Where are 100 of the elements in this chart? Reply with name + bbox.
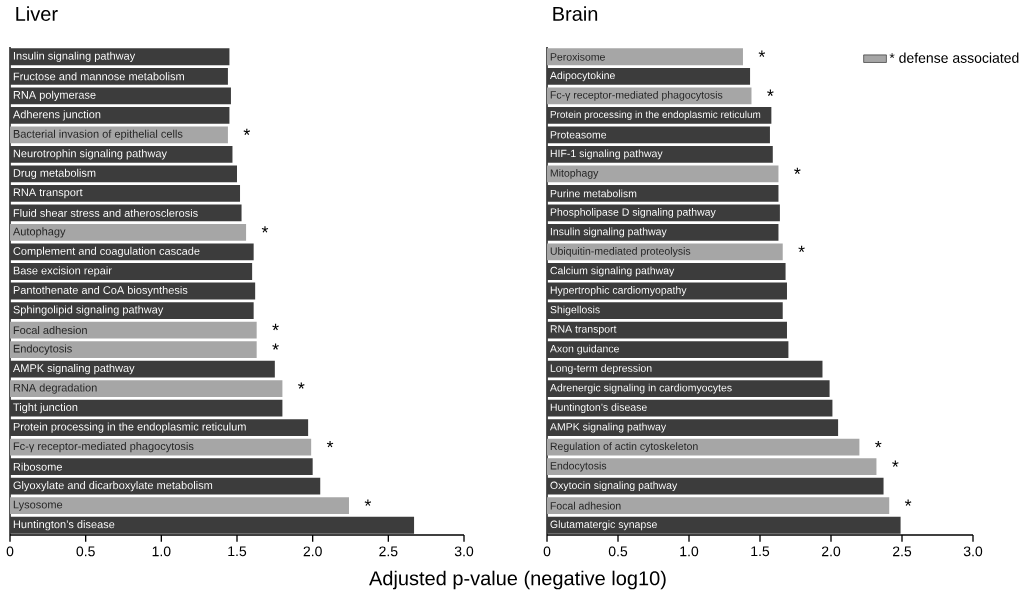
y-tick-label: Hypertrophic cardiomyopathy — [550, 286, 687, 296]
bar — [10, 380, 283, 397]
y-tick-label: Protein processing in the endoplasmic reticulum — [13, 422, 246, 433]
bar — [10, 438, 312, 456]
y-tick-label: Phospholipase D signaling pathway — [550, 208, 716, 218]
legend-label: * defense associated — [889, 52, 1019, 63]
y-tick-label: Neurotrophin signaling pathway — [13, 149, 167, 160]
chart-title: Liver — [16, 6, 58, 21]
y-tick-label: Lysosome — [13, 500, 63, 511]
y-tick-label: AMPK signaling pathway — [12, 363, 135, 375]
y-tick-label: Fc-γ receptor-mediated phagocytosis — [13, 442, 194, 453]
y-tick-label: Fructose and mannose metabolism — [13, 72, 184, 81]
data-label: * — [261, 226, 269, 233]
x-tick-label: 0.5 — [608, 546, 628, 557]
y-tick-label: Fluid shear stress and atherosclerosis — [13, 208, 198, 217]
y-tick-label: Focal adhesion — [13, 326, 87, 335]
x-tick-label: 3.0 — [963, 546, 983, 557]
chart-title: Brain — [553, 6, 598, 21]
bar — [547, 497, 890, 515]
data-label: * — [892, 460, 899, 467]
y-tick-label: RNA transport — [550, 325, 617, 335]
bar — [10, 126, 228, 144]
bar — [10, 399, 283, 417]
bar — [10, 321, 257, 339]
y-tick-label: Ubiquitin-mediated proteolysis — [550, 247, 691, 257]
data-label: * — [758, 50, 766, 57]
y-tick-label: Axon guidance — [549, 344, 619, 355]
y-tick-label: Shigellosis — [550, 305, 600, 316]
bar — [547, 458, 877, 476]
y-tick-label: Sphingolipid signaling pathway — [13, 305, 164, 316]
y-tick-label: Tight junction — [13, 403, 78, 414]
y-tick-label: AMPK signaling pathway — [549, 422, 667, 433]
data-label: * — [326, 440, 334, 448]
y-tick-label: Insulin signaling pathway — [13, 51, 136, 62]
y-tick-label: Drug metabolism — [13, 168, 96, 180]
x-tick-label: 0 — [543, 546, 551, 557]
bar — [10, 145, 233, 163]
x-tick-label: 0.5 — [76, 546, 95, 557]
bar — [547, 477, 884, 495]
bar — [547, 438, 860, 456]
y-tick-label: Purine metabolism — [550, 189, 637, 198]
y-tick-label: Protein processing in the endoplasmic reticulum — [550, 110, 761, 120]
data-label: * — [272, 323, 279, 331]
x-axis-title: Adjusted p-value (negative log10) — [369, 570, 666, 590]
x-tick-label: 1.0 — [680, 546, 699, 557]
y-tick-label: RNA transport — [13, 188, 83, 199]
y-tick-label: Adrenergic signaling in cardiomyocytes — [549, 383, 732, 394]
bar — [10, 516, 415, 534]
y-tick-label: RNA polymerase — [13, 90, 96, 101]
data-label: * — [272, 343, 279, 350]
bar — [10, 419, 309, 437]
bar — [547, 399, 833, 417]
y-tick-label: Long-term depression — [550, 364, 652, 374]
data-label: * — [298, 382, 305, 389]
x-tick-label: 2.0 — [821, 546, 841, 557]
y-tick-label: Endocytosis — [550, 461, 607, 472]
y-tick-label: Huntington’s disease — [13, 520, 115, 531]
x-tick-label: 1.0 — [152, 546, 171, 557]
bar — [10, 165, 237, 183]
bar — [547, 224, 779, 241]
bar — [547, 48, 743, 66]
data-label: * — [364, 499, 372, 506]
y-tick-label: Glutamatergic synapse — [550, 520, 657, 531]
bar — [547, 106, 772, 124]
y-tick-label: Pantothenate and CoA biosynthesis — [13, 285, 188, 297]
y-tick-label: Bacterial invasion of epithelial cells — [13, 129, 183, 140]
bar — [10, 263, 253, 280]
x-tick-label: 2.5 — [892, 546, 912, 557]
bar — [547, 360, 823, 378]
bar — [10, 224, 247, 241]
y-tick-label: Peroxisome — [550, 52, 605, 61]
y-tick-label: HIF-1 signaling pathway — [550, 149, 663, 160]
data-label: * — [904, 499, 912, 506]
data-label: * — [798, 245, 805, 253]
bar — [547, 126, 770, 144]
y-tick-label: Fc-γ receptor-mediated phagocytosis — [550, 90, 723, 101]
bar — [10, 87, 231, 105]
bar — [10, 341, 257, 358]
y-tick-label: Complement and coagulation cascade — [13, 246, 200, 258]
y-tick-label: Adherens junction — [12, 110, 101, 121]
data-label: * — [875, 440, 882, 448]
bar — [547, 302, 783, 319]
y-tick-label: Insulin signaling pathway — [550, 227, 667, 238]
bar — [10, 477, 321, 495]
y-tick-label: Focal adhesion — [550, 501, 621, 510]
bar — [10, 302, 254, 319]
bar — [10, 497, 349, 515]
y-tick-label: Proteasome — [550, 131, 607, 139]
data-label: * — [243, 128, 251, 135]
bar — [10, 458, 313, 476]
x-tick-label: 2.0 — [303, 546, 322, 557]
bar — [547, 321, 787, 339]
bar — [547, 341, 789, 358]
x-tick-label: 3.0 — [454, 546, 474, 557]
y-tick-label: Base excision repair — [13, 266, 112, 277]
bar — [547, 516, 901, 534]
y-tick-label: Endocytosis — [13, 344, 72, 355]
data-label: * — [767, 89, 774, 96]
bar — [10, 48, 230, 66]
bar — [547, 67, 751, 85]
